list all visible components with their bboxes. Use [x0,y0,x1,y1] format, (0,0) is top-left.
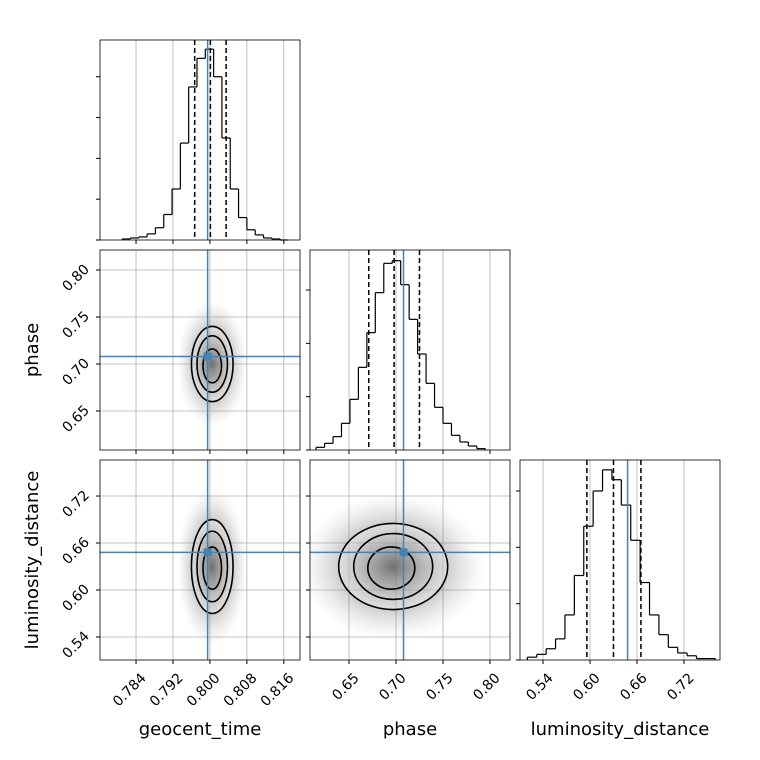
truth-point [203,548,212,557]
density-cloud [300,493,486,640]
y-tick-label: 0.80 [59,262,92,295]
x-tick-label: 0.70 [376,670,409,703]
y-tick-label: 0.70 [59,356,92,389]
y-axis-label: luminosity_distance [22,471,43,650]
x-tick-label: 0.60 [570,670,603,703]
contour [337,522,449,611]
contour [202,348,223,384]
x-tick-label: 0.800 [184,670,224,710]
y-tick-label: 0.65 [59,403,92,436]
panel-frame [99,249,301,451]
x-tick-label: 0.808 [221,670,261,710]
contour [202,546,223,591]
panel-frame [309,459,511,661]
density-cloud [176,486,248,647]
truth-point [203,352,212,361]
x-axis-label: phase [383,719,437,740]
panel-frame [99,39,301,241]
y-tick-label: 0.54 [59,628,92,661]
y-tick-label: 0.66 [59,534,92,567]
x-tick-label: 0.65 [329,670,362,703]
x-tick-label: 0.792 [147,670,187,710]
y-tick-label: 0.60 [59,582,92,615]
x-axis-label: geocent_time [139,719,262,740]
density-cloud [176,300,248,428]
panel-frame [99,459,301,661]
contour [196,530,229,603]
x-tick-label: 0.784 [110,670,150,710]
y-tick-label: 0.72 [59,488,92,521]
contour [352,532,434,601]
x-tick-label: 0.75 [423,670,456,703]
x-tick-label: 0.66 [617,670,650,703]
x-axis-label: luminosity_distance [531,719,710,740]
x-tick-label: 0.54 [523,670,556,703]
contour [190,325,234,403]
panel-frame [519,459,721,661]
x-tick-label: 0.816 [258,670,298,710]
y-axis-label: phase [22,323,43,377]
contour [190,518,234,615]
x-tick-label: 0.80 [470,670,503,703]
contour [196,335,229,393]
x-tick-label: 0.72 [664,670,697,703]
truth-point [399,548,408,557]
y-tick-label: 0.75 [59,309,92,342]
contour [367,546,416,591]
panel-frame [309,249,511,451]
